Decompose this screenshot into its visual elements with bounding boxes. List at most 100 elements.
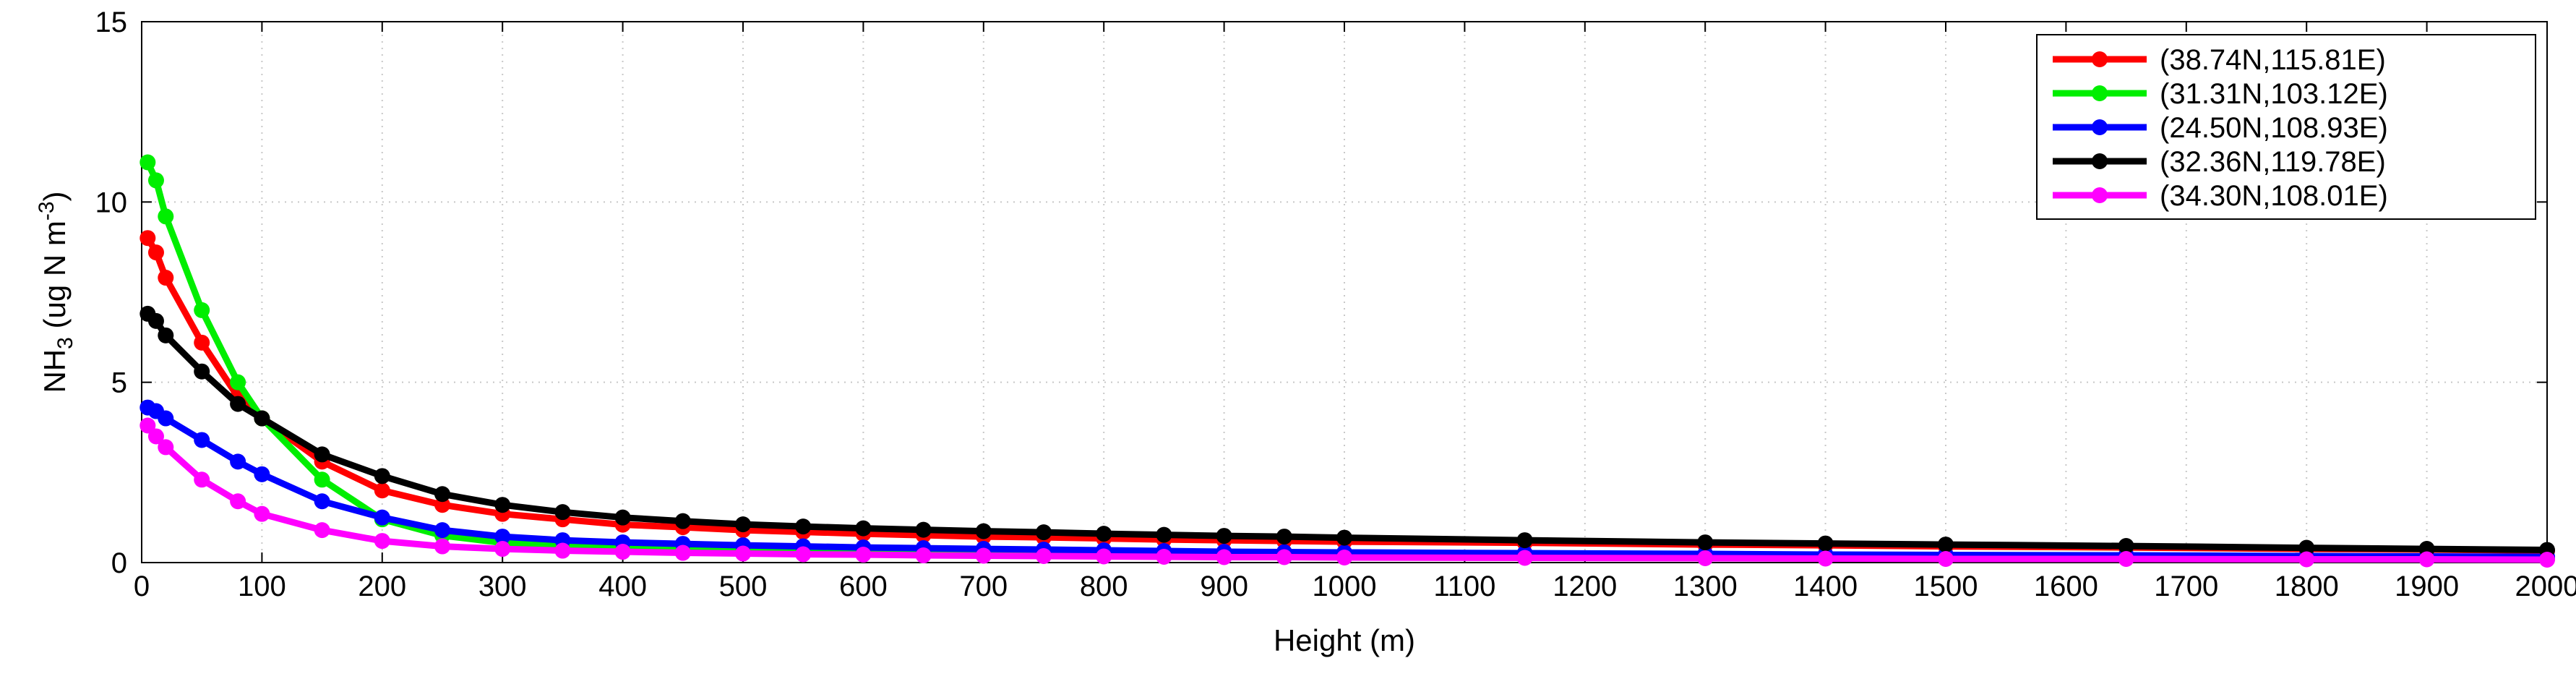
x-tick-label: 300 bbox=[478, 571, 527, 602]
data-point bbox=[314, 446, 330, 463]
data-point bbox=[614, 509, 631, 526]
series-4 bbox=[139, 305, 2555, 558]
data-point bbox=[254, 466, 270, 482]
x-tick-label: 1700 bbox=[2154, 571, 2218, 602]
x-tick-label: 800 bbox=[1080, 571, 1128, 602]
data-point bbox=[1697, 534, 1714, 551]
data-point bbox=[139, 154, 156, 171]
y-axis-title: NH3 (ug N m-3) bbox=[35, 191, 77, 393]
y-axis-title-prefix: NH bbox=[38, 349, 72, 393]
data-point bbox=[374, 533, 390, 550]
data-point bbox=[1817, 535, 1834, 552]
data-point bbox=[795, 518, 812, 535]
data-point bbox=[230, 396, 246, 412]
data-point bbox=[2118, 538, 2134, 555]
data-point bbox=[194, 334, 210, 351]
data-point bbox=[674, 513, 691, 529]
data-point bbox=[614, 544, 631, 560]
x-tick-label: 1100 bbox=[1433, 571, 1495, 602]
y-tick-label: 5 bbox=[111, 367, 127, 399]
data-point bbox=[1156, 526, 1172, 543]
series-5 bbox=[139, 417, 2555, 568]
data-point bbox=[374, 468, 390, 484]
data-point bbox=[1516, 532, 1533, 549]
legend-label: (34.30N,108.01E) bbox=[2160, 180, 2388, 212]
data-point bbox=[735, 545, 751, 562]
data-point bbox=[194, 471, 210, 488]
data-point bbox=[158, 410, 174, 427]
legend-swatch-marker bbox=[2092, 119, 2108, 135]
data-point bbox=[1938, 537, 1954, 553]
data-point bbox=[194, 363, 210, 380]
data-point bbox=[494, 529, 511, 545]
data-point bbox=[1697, 550, 1714, 567]
data-point bbox=[795, 546, 812, 563]
legend: (38.74N,115.81E)(31.31N,103.12E)(24.50N,… bbox=[2036, 34, 2536, 220]
legend-items: (38.74N,115.81E)(31.31N,103.12E)(24.50N,… bbox=[2053, 44, 2388, 212]
data-point bbox=[194, 432, 210, 448]
data-point bbox=[2298, 539, 2315, 556]
x-tick-labels: 0 100 200 300 400 500 600 700 800 900 1000 1100 1200… bbox=[134, 571, 2576, 602]
data-point bbox=[1276, 549, 1292, 565]
data-point bbox=[1336, 550, 1352, 566]
y-tick-label: 10 bbox=[95, 187, 128, 218]
y-tick-label: 15 bbox=[95, 7, 128, 38]
x-tick-label: 1900 bbox=[2395, 571, 2459, 602]
data-point bbox=[139, 230, 156, 247]
legend-label: (32.36N,119.78E) bbox=[2160, 146, 2386, 178]
series-line bbox=[145, 311, 2548, 553]
x-tick-label: 2000 bbox=[2515, 571, 2576, 602]
data-point bbox=[975, 523, 992, 539]
data-point bbox=[855, 520, 872, 537]
x-tick-label: 1600 bbox=[2034, 571, 2098, 602]
data-point bbox=[139, 417, 156, 434]
data-point bbox=[314, 522, 330, 539]
legend-swatch-marker bbox=[2092, 85, 2108, 101]
data-point bbox=[374, 482, 390, 499]
legend-item-1: (38.74N,115.81E) bbox=[2053, 44, 2386, 76]
data-point bbox=[158, 327, 174, 343]
data-point bbox=[1156, 549, 1172, 565]
data-point bbox=[158, 270, 174, 286]
data-point bbox=[374, 509, 390, 526]
data-point bbox=[1216, 549, 1232, 565]
legend-item-4: (32.36N,119.78E) bbox=[2053, 146, 2386, 178]
y-axis-title-middle: (ug N m bbox=[38, 221, 72, 337]
y-axis-title-superscript: -3 bbox=[35, 201, 59, 221]
data-point bbox=[254, 410, 270, 427]
data-point bbox=[1276, 529, 1292, 545]
series-layer bbox=[139, 154, 2555, 568]
data-point bbox=[230, 453, 246, 470]
data-point bbox=[434, 486, 450, 503]
data-point bbox=[254, 505, 270, 522]
data-point bbox=[147, 428, 164, 445]
x-tick-label: 100 bbox=[238, 571, 286, 602]
data-point bbox=[147, 244, 164, 261]
x-tick-label: 1300 bbox=[1673, 571, 1738, 602]
x-tick-label: 700 bbox=[959, 571, 1008, 602]
data-point bbox=[147, 312, 164, 329]
x-tick-label: 1800 bbox=[2275, 571, 2339, 602]
data-point bbox=[230, 374, 246, 390]
legend-item-5: (34.30N,108.01E) bbox=[2053, 180, 2388, 212]
legend-label: (38.74N,115.81E) bbox=[2160, 44, 2386, 76]
data-point bbox=[1817, 550, 1834, 567]
legend-swatch-marker bbox=[2092, 153, 2108, 169]
data-point bbox=[1036, 548, 1052, 565]
x-tick-label: 500 bbox=[719, 571, 768, 602]
x-tick-label: 200 bbox=[358, 571, 406, 602]
data-point bbox=[2418, 551, 2435, 568]
x-tick-label: 400 bbox=[598, 571, 647, 602]
data-point bbox=[314, 471, 330, 488]
legend-label: (31.31N,103.12E) bbox=[2160, 78, 2388, 110]
legend-swatch-marker bbox=[2092, 51, 2108, 67]
data-point bbox=[915, 547, 932, 564]
data-point bbox=[1516, 550, 1533, 566]
x-tick-label: 0 bbox=[134, 571, 150, 602]
data-point bbox=[434, 522, 450, 539]
y-tick-labels: 0 5 10 15 bbox=[95, 7, 128, 579]
y-axis-title-subscript: 3 bbox=[53, 337, 77, 349]
data-point bbox=[2298, 551, 2315, 568]
data-point bbox=[1336, 529, 1352, 546]
